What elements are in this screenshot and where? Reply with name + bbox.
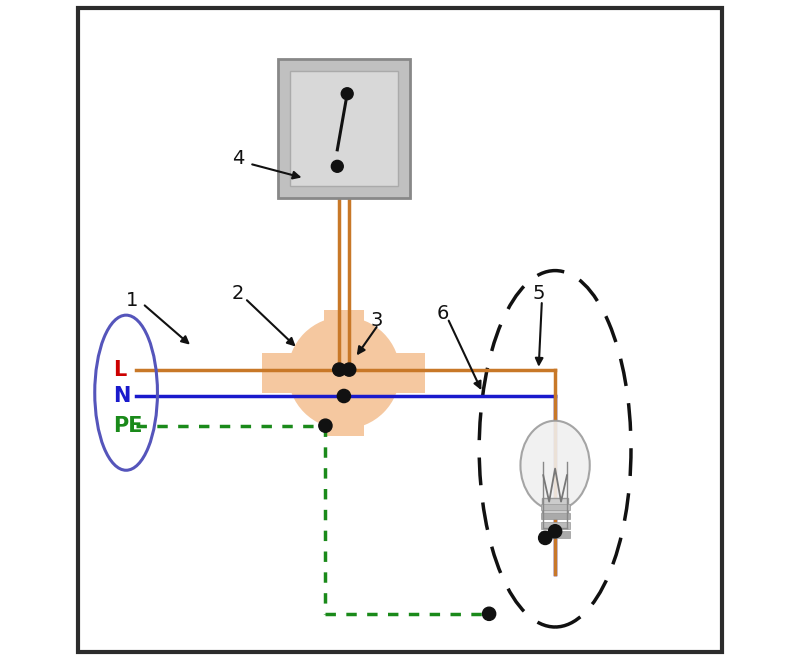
FancyBboxPatch shape [541, 531, 570, 538]
FancyBboxPatch shape [542, 498, 568, 518]
Circle shape [338, 389, 350, 403]
Text: 6: 6 [436, 304, 449, 323]
Circle shape [549, 525, 562, 538]
FancyBboxPatch shape [290, 71, 398, 186]
Text: 5: 5 [532, 284, 545, 303]
Text: PE: PE [113, 416, 142, 436]
FancyBboxPatch shape [541, 522, 570, 529]
Circle shape [342, 88, 353, 100]
Circle shape [288, 317, 400, 429]
Text: L: L [113, 360, 126, 380]
Ellipse shape [521, 421, 590, 510]
Text: N: N [113, 386, 130, 406]
FancyBboxPatch shape [262, 353, 426, 393]
Circle shape [342, 363, 356, 376]
FancyBboxPatch shape [541, 504, 570, 510]
FancyBboxPatch shape [324, 310, 364, 436]
Text: 2: 2 [232, 284, 244, 303]
Circle shape [538, 531, 552, 544]
Text: 4: 4 [232, 149, 244, 168]
Circle shape [319, 419, 332, 432]
FancyBboxPatch shape [278, 59, 410, 198]
FancyBboxPatch shape [541, 513, 570, 519]
Circle shape [333, 363, 346, 376]
Circle shape [331, 160, 343, 172]
Circle shape [482, 607, 496, 620]
Text: 1: 1 [126, 291, 138, 310]
Text: 3: 3 [370, 311, 382, 329]
